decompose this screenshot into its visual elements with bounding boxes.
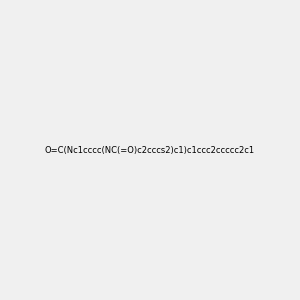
Text: O=C(Nc1cccc(NC(=O)c2cccs2)c1)c1ccc2ccccc2c1: O=C(Nc1cccc(NC(=O)c2cccs2)c1)c1ccc2ccccc…: [45, 146, 255, 154]
